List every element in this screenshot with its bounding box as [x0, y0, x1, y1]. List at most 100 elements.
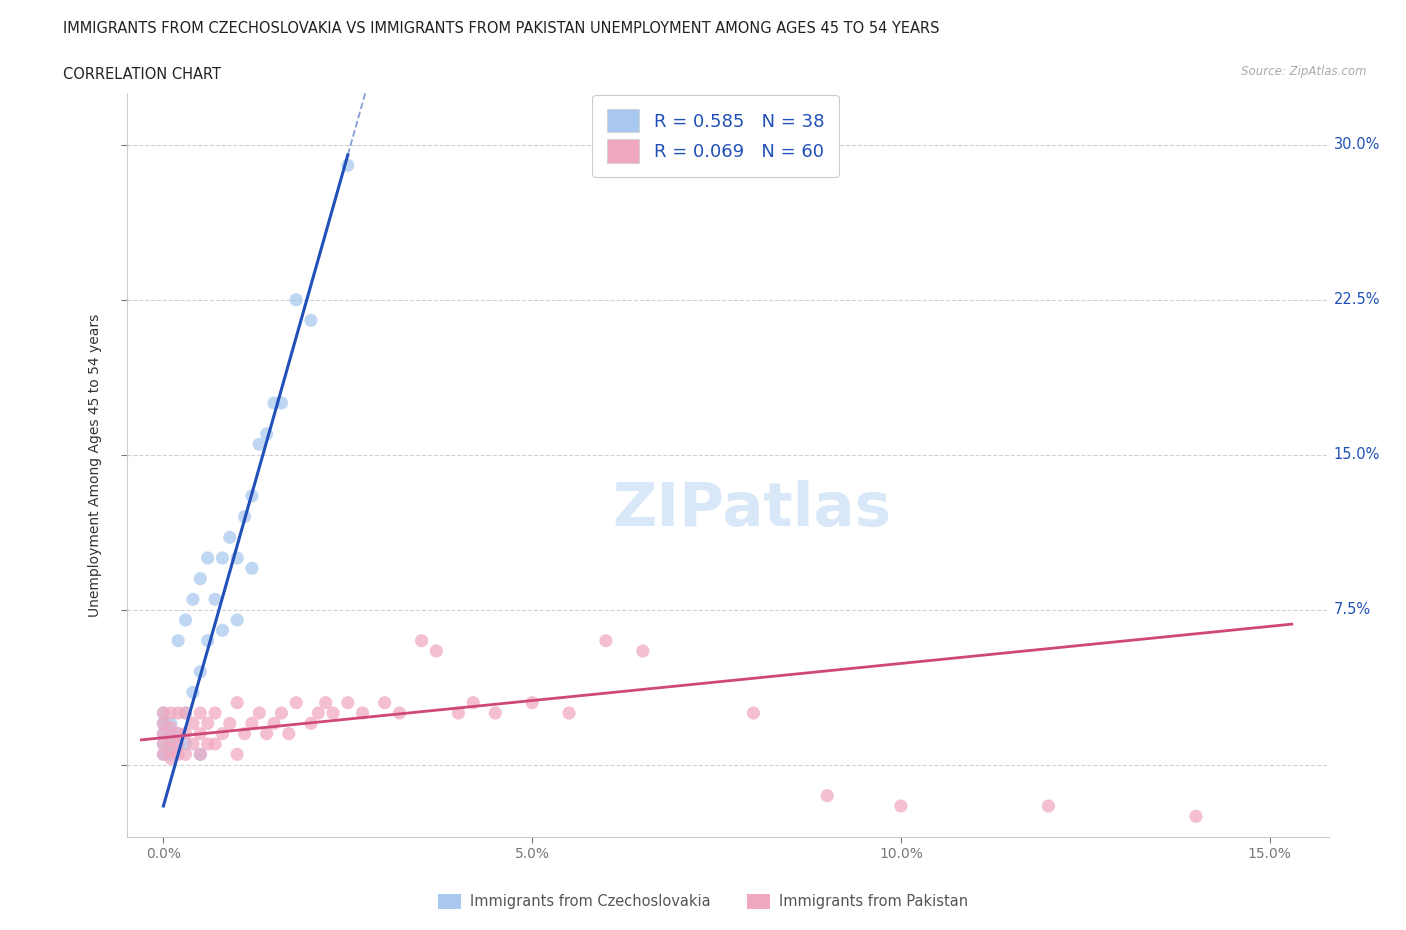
Point [159, 726, 181, 741]
Point [174, 737, 197, 751]
Point [159, 706, 181, 721]
Point [159, 733, 181, 748]
Point [1185, 809, 1208, 824]
Point [152, 726, 174, 741]
Point [181, 684, 204, 699]
Point [218, 530, 240, 545]
Point [211, 551, 233, 565]
Point [411, 633, 433, 648]
Text: 22.5%: 22.5% [1333, 292, 1379, 307]
Point [352, 706, 374, 721]
Text: 30.0%: 30.0% [1333, 137, 1379, 153]
Point [226, 551, 249, 565]
Point [263, 395, 285, 410]
Point [218, 716, 240, 731]
Point [299, 312, 322, 327]
Point [167, 633, 190, 648]
Point [233, 510, 256, 525]
Point [167, 726, 190, 741]
Point [197, 633, 219, 648]
Text: Source: ZipAtlas.com: Source: ZipAtlas.com [1241, 65, 1367, 78]
Point [152, 747, 174, 762]
Point [167, 706, 190, 721]
Point [247, 706, 270, 721]
Point [336, 696, 359, 711]
Point [277, 726, 299, 741]
Point [374, 696, 396, 711]
Point [152, 726, 174, 741]
Point [204, 737, 226, 751]
Point [742, 706, 765, 721]
Point [167, 737, 190, 751]
Point [270, 395, 292, 410]
Point [558, 706, 581, 721]
Point [181, 716, 204, 731]
Point [322, 706, 344, 721]
Point [159, 720, 181, 735]
Point [174, 706, 197, 721]
Point [152, 716, 174, 731]
Point [197, 716, 219, 731]
Point [188, 706, 211, 721]
Point [240, 561, 263, 576]
Point [152, 706, 174, 721]
Point [315, 696, 337, 711]
Point [188, 571, 211, 586]
Point [240, 488, 263, 503]
Point [447, 706, 470, 721]
Point [181, 591, 204, 606]
Text: CORRELATION CHART: CORRELATION CHART [63, 67, 221, 82]
Text: 15.0%: 15.0% [1333, 447, 1379, 462]
Point [174, 613, 197, 628]
Point [388, 706, 411, 721]
Point [226, 696, 249, 711]
Point [152, 737, 174, 751]
Point [197, 737, 219, 751]
Point [285, 292, 308, 307]
Legend: R = 0.585   N = 38, R = 0.069   N = 60: R = 0.585 N = 38, R = 0.069 N = 60 [592, 95, 839, 177]
Point [270, 706, 292, 721]
Point [226, 747, 249, 762]
Point [226, 613, 249, 628]
Point [233, 726, 256, 741]
Point [263, 716, 285, 731]
Point [159, 747, 181, 762]
Point [463, 696, 485, 711]
Point [188, 726, 211, 741]
Point [174, 747, 197, 762]
Point [152, 737, 174, 751]
Text: 7.5%: 7.5% [1333, 602, 1371, 618]
Point [307, 706, 329, 721]
Point [152, 716, 174, 731]
Point [188, 747, 211, 762]
Point [159, 737, 181, 751]
Point [167, 747, 190, 762]
Point [167, 737, 190, 751]
Point [159, 743, 181, 758]
Y-axis label: Unemployment Among Ages 45 to 54 years: Unemployment Among Ages 45 to 54 years [89, 313, 103, 617]
Point [336, 158, 359, 173]
Point [197, 551, 219, 565]
Point [174, 706, 197, 721]
Point [890, 799, 912, 814]
Point [285, 696, 308, 711]
Point [188, 664, 211, 679]
Point [181, 737, 204, 751]
Point [247, 437, 270, 452]
Point [520, 696, 543, 711]
Point [204, 706, 226, 721]
Point [815, 789, 838, 804]
Legend: Immigrants from Czechoslovakia, Immigrants from Pakistan: Immigrants from Czechoslovakia, Immigran… [432, 888, 974, 915]
Point [256, 427, 278, 442]
Text: ZIPatlas: ZIPatlas [612, 480, 891, 539]
Point [159, 716, 181, 731]
Point [188, 747, 211, 762]
Text: IMMIGRANTS FROM CZECHOSLOVAKIA VS IMMIGRANTS FROM PAKISTAN UNEMPLOYMENT AMONG AG: IMMIGRANTS FROM CZECHOSLOVAKIA VS IMMIGR… [63, 21, 939, 36]
Point [484, 706, 506, 721]
Point [211, 623, 233, 638]
Point [159, 751, 181, 766]
Point [204, 591, 226, 606]
Point [152, 706, 174, 721]
Point [299, 716, 322, 731]
Point [211, 726, 233, 741]
